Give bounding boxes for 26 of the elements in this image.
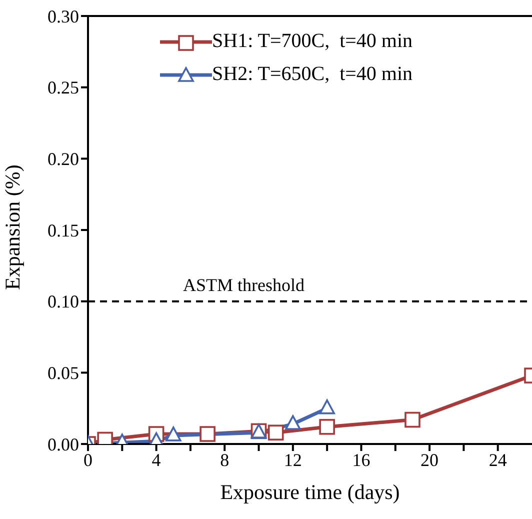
point — [285, 415, 301, 430]
x-tick-label: 24 — [488, 450, 507, 470]
y-tick-label: 0.00 — [48, 434, 79, 454]
point — [268, 424, 284, 440]
legend-label: SH1: T=700C, t=40 min — [212, 30, 413, 53]
point — [319, 418, 335, 435]
y-tick-label: 0.05 — [48, 363, 79, 384]
x-tick-label: 8 — [220, 450, 230, 470]
point — [404, 412, 420, 428]
y-tick-label: 0.30 — [48, 6, 79, 26]
point — [319, 399, 335, 414]
y-axis-title: Expansion (%) — [0, 164, 24, 290]
y-tick-label: 0.10 — [48, 292, 79, 312]
point — [200, 426, 216, 442]
y-tick-label: 0.15 — [48, 220, 79, 240]
x-tick-label: 0 — [84, 450, 92, 470]
x-tick-label: 12 — [284, 450, 302, 470]
ref-line-label: ASTM threshold — [183, 275, 304, 296]
x-tick-label: 20 — [420, 450, 439, 470]
x-tick-label: 16 — [352, 450, 370, 470]
x-tick-label: 4 — [152, 450, 161, 470]
y-tick-label: 0.20 — [48, 149, 79, 170]
x-axis-title: Exposure time (days) — [220, 480, 400, 504]
y-tick-label: 0.25 — [48, 78, 79, 98]
point — [165, 426, 182, 442]
legend-label: SH2: T=650C, t=40 min — [212, 63, 413, 86]
